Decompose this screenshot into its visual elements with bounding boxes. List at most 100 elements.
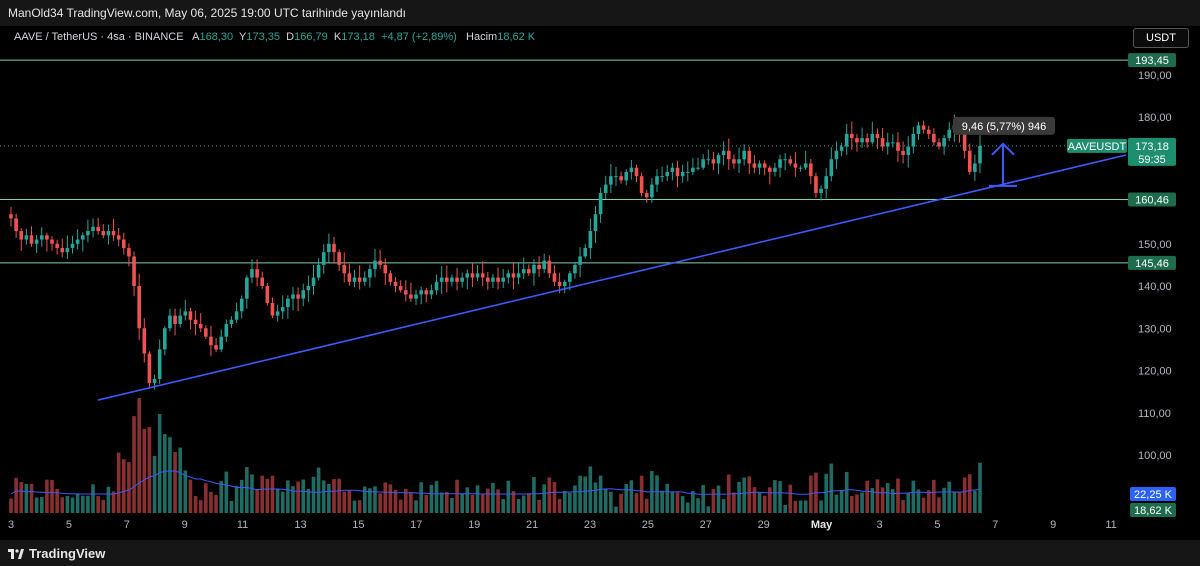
volume-bar [132,416,136,513]
volume-bar [957,491,962,513]
volume-bar [245,467,249,513]
candle-body [65,247,70,253]
currency-button[interactable]: USDT [1133,28,1189,48]
candle-body [34,239,39,244]
volume-bar [819,500,823,513]
candle-body [470,273,475,278]
volume-bar [50,479,54,513]
volume-bar [716,485,721,513]
candle-body [773,167,777,172]
volume-bar [60,497,65,513]
candle-body [414,294,418,299]
candle-body [711,159,716,164]
volume-bar [337,478,341,513]
candle-body [516,273,521,278]
candle-body [783,159,787,161]
candle-body [296,294,300,299]
volume-bar [403,488,408,513]
candle-body [501,277,505,282]
volume-bar [670,491,675,513]
volume-bar [742,477,746,513]
candle-body [850,133,854,139]
candle-body [639,176,644,194]
candle-body [855,138,859,143]
open-value: 168,30 [199,31,234,43]
volume-bar [357,500,362,513]
x-tick-label: 3 [876,519,882,531]
candle-body [552,273,557,282]
volume-bar [680,496,685,513]
candle-body [419,290,423,295]
candle-body [962,133,967,151]
candle-body [80,235,85,240]
volume-bar [516,499,521,513]
candle-body [578,256,582,265]
volume-bar [460,493,464,513]
volume-bar [486,488,490,513]
last-price-tag [1128,137,1176,166]
volume-bar [188,479,193,513]
volume-bar [260,475,265,513]
brand-name: TradingView [29,546,106,561]
candle-body [398,286,403,291]
candle-body [311,277,316,286]
volume-bar [660,490,664,513]
high-value: 173,35 [246,31,281,43]
volume-bar [496,489,500,513]
candle-body [178,315,182,325]
candle-body [537,264,541,270]
volume-bar [101,499,106,513]
price-level-label: 160,46 [1135,195,1169,207]
volume-bar [352,500,357,513]
candle-body [742,150,746,160]
volume-bar [829,463,834,513]
candle-body [778,159,782,168]
volume-bar [609,491,613,513]
volume-bar [465,487,470,513]
candle-body [209,336,213,346]
candle-body [762,163,767,168]
volume-bar [19,482,24,513]
candle-body [306,286,311,291]
volume-bar [388,484,393,513]
symbol-name: AAVE / TetherUS · 4sa · BINANCE [14,31,184,43]
volume-bar [275,489,280,513]
candle-body [757,163,762,168]
volume-bar [803,500,808,513]
candle-body [885,142,890,147]
candle-body [450,277,454,282]
volume-bar [444,491,449,513]
volume-bar [327,483,331,513]
volume-bar [209,491,213,513]
candle-body [424,290,429,295]
trendline [97,154,1127,401]
volume-bar [65,495,70,513]
candle-body [337,252,341,265]
volume-tag [1130,503,1176,517]
x-tick-label: 25 [642,519,654,531]
candle-body [634,167,639,177]
volume-bar [603,488,608,513]
candle-body [542,260,547,270]
volume-bar [137,398,141,513]
candle-body [486,277,490,282]
candle-body [142,328,147,354]
volume-bar [193,495,198,513]
x-tick-label: 7 [992,519,998,531]
candle-body [680,171,685,177]
price-chart[interactable]: 190,00 180,00 150,00 140,00 130,00 120,00 110,… [0,26,1200,540]
candle-body [75,239,80,244]
volume-bar [901,500,905,513]
volume-bar [778,481,782,513]
candle-body [70,243,75,248]
chart-area[interactable]: 190,00 180,00 150,00 140,00 130,00 120,00 110,… [0,26,1200,540]
candle-body [978,145,982,164]
candle-body [937,142,941,147]
candle-body [547,260,552,274]
volume-bar [116,452,121,513]
y-tick-label: 190,00 [1138,70,1172,82]
candle-body [403,290,408,295]
low-value: 166,79 [294,31,328,43]
volume-bar [342,491,347,513]
y-tick-label: 180,00 [1138,112,1172,124]
